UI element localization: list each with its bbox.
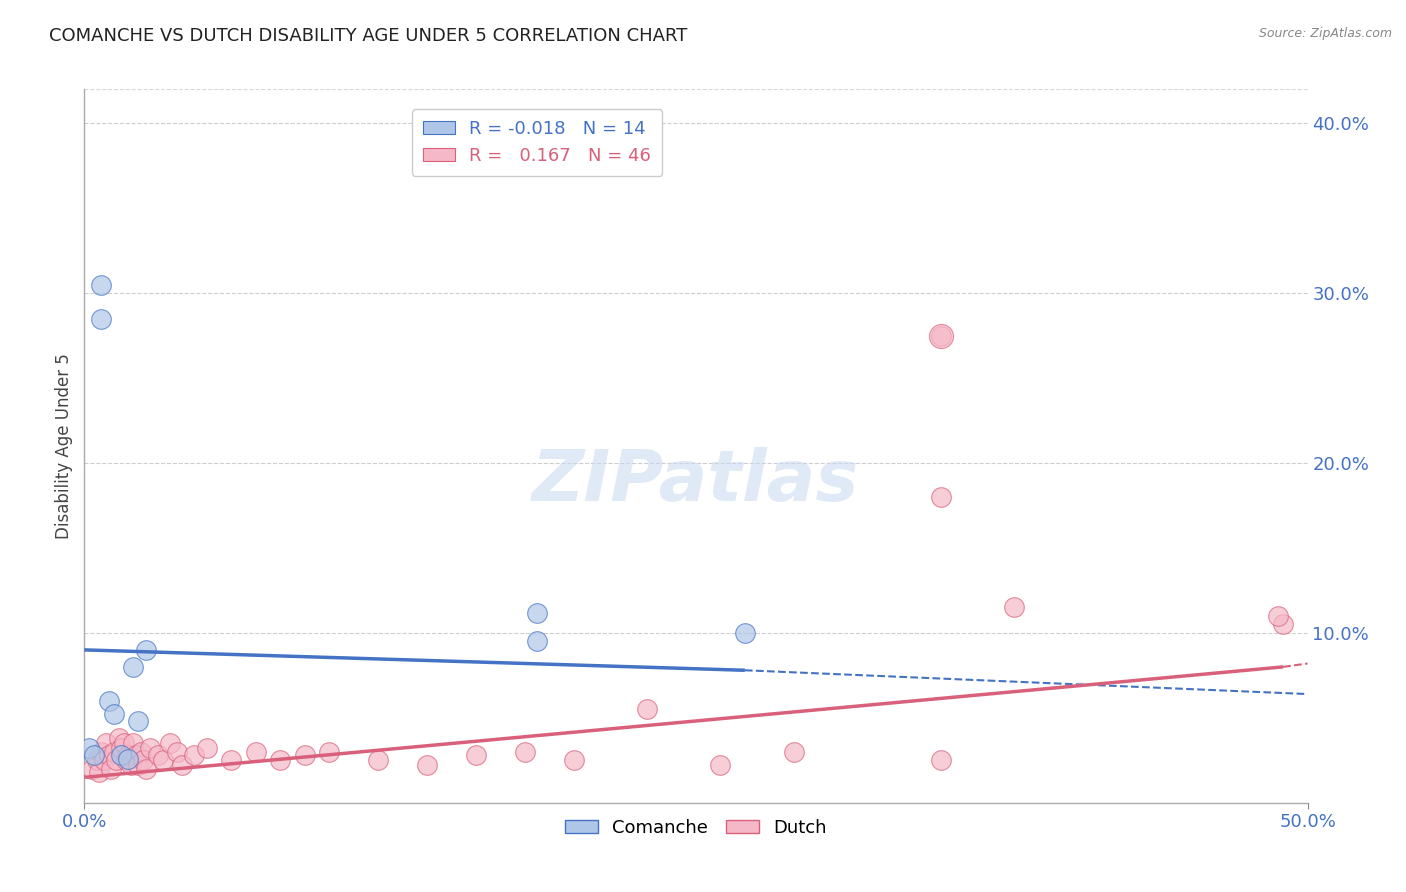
Point <box>416 758 439 772</box>
Point <box>100 762 122 776</box>
Point <box>132 753 155 767</box>
Text: ZIPatlas: ZIPatlas <box>533 447 859 516</box>
Point <box>103 707 125 722</box>
Text: Source: ZipAtlas.com: Source: ZipAtlas.com <box>1258 27 1392 40</box>
Point <box>783 745 806 759</box>
Point <box>77 741 100 756</box>
Point <box>107 731 129 746</box>
Point <box>464 748 486 763</box>
Point <box>294 748 316 763</box>
Point <box>183 748 205 763</box>
Point <box>115 753 138 767</box>
Point <box>135 643 157 657</box>
Point <box>219 753 242 767</box>
Point <box>122 660 145 674</box>
Point <box>86 753 108 767</box>
Point <box>929 753 952 767</box>
Point <box>159 736 181 750</box>
Point <box>90 277 112 292</box>
Point <box>80 762 103 776</box>
Text: COMANCHE VS DUTCH DISABILITY AGE UNDER 5 CORRELATION CHART: COMANCHE VS DUTCH DISABILITY AGE UNDER 5… <box>49 27 688 45</box>
Point <box>513 745 536 759</box>
Point <box>1272 617 1295 632</box>
Point <box>562 753 585 767</box>
Point <box>90 745 112 759</box>
Point <box>1267 608 1289 623</box>
Point <box>127 758 149 772</box>
Point <box>90 311 112 326</box>
Point <box>120 758 142 772</box>
Point <box>929 490 952 504</box>
Point <box>122 736 145 750</box>
Point <box>734 626 756 640</box>
Point <box>110 741 132 756</box>
Point <box>135 762 157 776</box>
Point <box>96 736 118 750</box>
Point <box>97 694 120 708</box>
Point <box>125 748 148 763</box>
Point <box>526 634 548 648</box>
Point <box>269 753 291 767</box>
Point <box>152 753 174 767</box>
Legend: Comanche, Dutch: Comanche, Dutch <box>558 812 834 844</box>
Point <box>83 748 105 763</box>
Point <box>117 748 139 763</box>
Point <box>117 751 139 765</box>
Point <box>172 758 194 772</box>
Point <box>1002 600 1025 615</box>
Point <box>93 753 115 767</box>
Y-axis label: Disability Age Under 5: Disability Age Under 5 <box>55 353 73 539</box>
Point <box>709 758 731 772</box>
Point <box>87 765 110 780</box>
Point <box>127 714 149 729</box>
Point <box>103 745 125 759</box>
Point <box>146 748 169 763</box>
Point <box>929 328 952 343</box>
Point <box>110 748 132 763</box>
Point <box>129 745 152 759</box>
Point <box>166 745 188 759</box>
Point <box>139 741 162 756</box>
Point <box>367 753 389 767</box>
Point <box>636 702 658 716</box>
Point <box>318 745 340 759</box>
Point <box>245 745 267 759</box>
Point <box>526 606 548 620</box>
Point <box>97 748 120 763</box>
Point <box>112 736 135 750</box>
Point <box>929 328 952 343</box>
Point <box>105 753 128 767</box>
Point <box>195 741 218 756</box>
